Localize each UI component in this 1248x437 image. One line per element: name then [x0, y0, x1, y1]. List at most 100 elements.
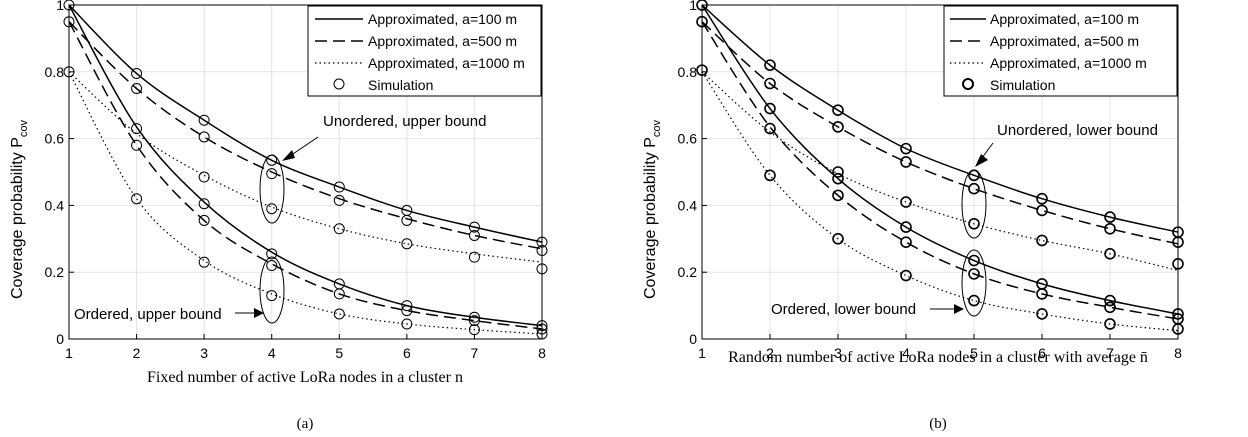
- simulation-point: [968, 182, 980, 195]
- simulation-point: [468, 324, 480, 336]
- ellipse-unordered-a: [259, 154, 285, 224]
- simulation-point: [198, 114, 210, 126]
- y-tick-label: 0.4: [45, 197, 65, 213]
- simulation-point: [968, 217, 980, 230]
- ellipse-ordered-b: [961, 249, 987, 317]
- simulation-point: [764, 102, 776, 115]
- simulation-point: [333, 194, 345, 206]
- simulation-point: [1172, 323, 1184, 335]
- x-tick-label: 8: [1174, 345, 1182, 361]
- simulation-point: [333, 288, 345, 300]
- simulation-point: [198, 214, 210, 226]
- series-line-unordered-dashed: [68, 21, 543, 250]
- simulation-point: [401, 300, 413, 312]
- simulation-point: [1172, 258, 1184, 270]
- simulation-point: [131, 67, 143, 79]
- annotation-unordered-b: Unordered, lower bound: [997, 122, 1158, 139]
- simulation-point: [832, 166, 844, 178]
- simulation-point: [63, 0, 75, 11]
- simulation-point: [198, 131, 210, 143]
- y-tick-label: 0: [56, 331, 64, 347]
- series-line-unordered-solid: [701, 4, 1179, 233]
- legend-b: Approximated, a=100 m Approximated, a=50…: [943, 5, 1178, 97]
- x-tick-label: 6: [403, 345, 411, 361]
- simulation-point: [696, 0, 708, 11]
- simulation-point: [468, 311, 480, 323]
- legend-label-2-b: Approximated, a=500 m: [990, 33, 1139, 49]
- caption-a: (a): [297, 416, 314, 432]
- simulation-point: [968, 294, 980, 307]
- annotation-ordered-a: Ordered, upper bound: [74, 306, 222, 323]
- simulation-point: [900, 142, 912, 155]
- simulation-point: [1104, 222, 1116, 235]
- y-axis-label-text-b: Coverage probability P: [642, 137, 659, 299]
- panel-b: 1 2 3 4 5 6 7 8 0 0.2 0.4 0.6 0.8 1 Unordered, lower …: [642, 0, 1184, 432]
- legend-swatch-marker-b: [962, 78, 974, 90]
- x-tick-label: 5: [335, 345, 343, 361]
- series-lines-a: [68, 4, 543, 335]
- simulation-point: [63, 16, 75, 28]
- simulation-point: [832, 189, 844, 202]
- simulation-point: [1172, 308, 1184, 320]
- series-line-unordered-dotted: [701, 71, 1179, 272]
- simulation-point: [266, 168, 278, 180]
- legend-label-3-b: Approximated, a=1000 m: [990, 55, 1147, 71]
- simulation-point: [832, 104, 844, 117]
- x-axis-label-a: Fixed number of active LoRa nodes in a c…: [147, 369, 463, 386]
- simulation-point: [198, 171, 210, 183]
- simulation-point: [468, 229, 480, 241]
- y-tick-label: 0.2: [45, 264, 65, 280]
- simulation-point: [832, 172, 844, 185]
- y-axis-label-sub-b: cov: [651, 120, 663, 138]
- simulation-point: [900, 236, 912, 248]
- simulation-point: [900, 156, 912, 168]
- series-line-ordered-dashed: [68, 21, 543, 330]
- series-line-ordered-solid: [68, 4, 543, 327]
- y-tick-label: 1: [689, 0, 697, 13]
- simulation-point: [401, 318, 413, 330]
- simulation-point: [696, 64, 708, 76]
- simulation-point: [468, 315, 480, 327]
- x-tick-label: 2: [766, 345, 774, 361]
- y-tick-label: 0.4: [678, 197, 698, 213]
- series-lines-b: [701, 4, 1179, 332]
- simulation-point: [1104, 318, 1116, 330]
- simulation-point: [968, 254, 980, 267]
- legend-label-2-a: Approximated, a=500 m: [368, 33, 517, 49]
- legend-box-b: [943, 5, 1178, 97]
- simulation-point: [333, 223, 345, 235]
- simulation-point: [536, 236, 548, 248]
- series-line-ordered-dashed: [701, 21, 1179, 320]
- plot-frame-a: [68, 4, 543, 340]
- simulation-point: [131, 139, 143, 151]
- y-axis-label-a: Coverage probability Pcov: [9, 120, 30, 299]
- x-tick-label: 8: [538, 345, 546, 361]
- series-line-ordered-dotted: [701, 71, 1179, 332]
- simulation-point: [198, 256, 210, 268]
- simulation-point: [266, 248, 278, 260]
- simulation-markers-b: [696, 0, 1184, 335]
- arrowhead-unordered-b: [975, 154, 988, 167]
- simulation-point: [468, 221, 480, 233]
- y-axis-label-sub-a: cov: [18, 120, 30, 138]
- simulation-point: [266, 290, 278, 302]
- simulation-point: [900, 269, 912, 282]
- simulation-point: [764, 122, 776, 135]
- x-axis-label-b: Random number of active LoRa nodes in a …: [728, 349, 1148, 366]
- simulation-point: [401, 238, 413, 250]
- x-tick-label: 5: [970, 345, 978, 361]
- simulation-point: [1104, 211, 1116, 223]
- simulation-point: [1036, 234, 1048, 247]
- y-tick-label: 0.8: [678, 64, 698, 80]
- simulation-point: [1104, 248, 1116, 260]
- simulation-point: [900, 221, 912, 233]
- simulation-point: [900, 196, 912, 208]
- simulation-point: [198, 198, 210, 210]
- y-tick-label: 0.8: [45, 64, 65, 80]
- simulation-point: [333, 181, 345, 193]
- simulation-point: [468, 251, 480, 263]
- series-line-unordered-dotted: [68, 71, 543, 263]
- y-tick-label: 0.2: [678, 264, 698, 280]
- x-tick-label: 1: [698, 345, 706, 361]
- x-tick-label: 4: [902, 345, 910, 361]
